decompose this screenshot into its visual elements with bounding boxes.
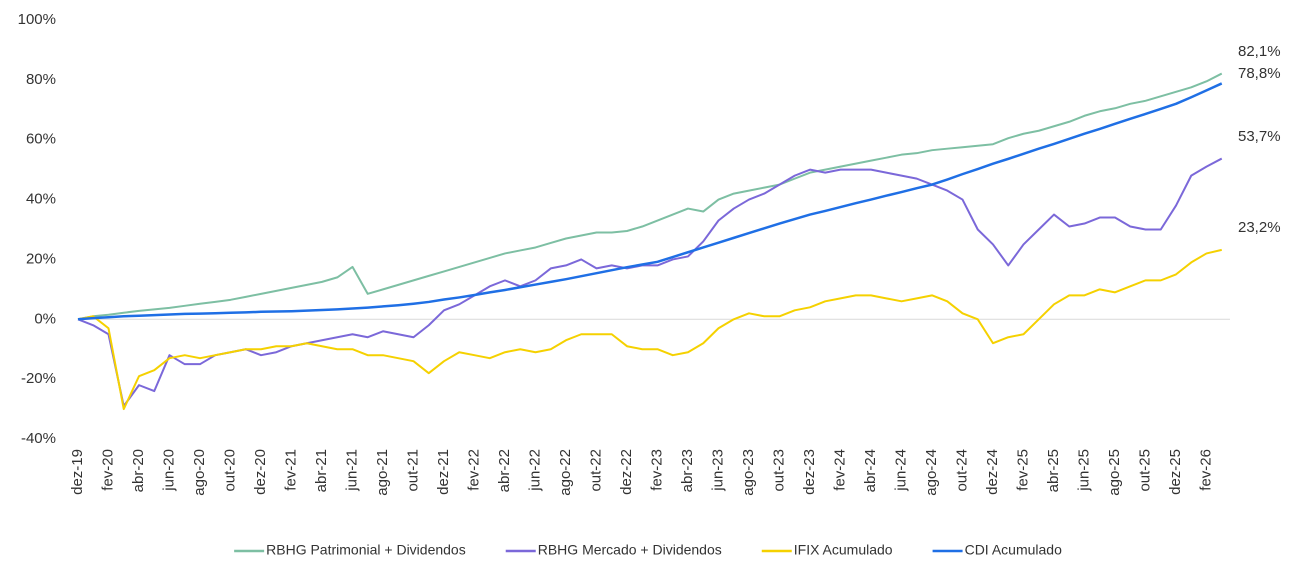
x-tick-label: dez-20 (252, 449, 269, 495)
x-tick-label: fev-24 (831, 449, 848, 491)
end-value-label: 82,1% (1238, 43, 1281, 60)
y-tick-label: 20% (26, 250, 56, 267)
x-tick-label: jun-23 (709, 449, 726, 492)
y-tick-label: -40% (21, 430, 56, 447)
series-line (77, 72, 1223, 321)
x-tick-label: ago-25 (1106, 449, 1123, 496)
x-tick-label: dez-23 (801, 449, 818, 495)
x-tick-label: ago-20 (191, 449, 208, 496)
legend-label: RBHG Mercado + Dividendos (538, 542, 722, 558)
x-tick-label: fev-25 (1014, 449, 1031, 491)
y-tick-label: 100% (18, 11, 56, 28)
series-line (77, 248, 1222, 411)
x-tick-label: abr-25 (1045, 449, 1062, 492)
x-tick-label: out-22 (587, 449, 604, 492)
x-tick-label: jun-22 (526, 449, 543, 492)
x-tick-label: jun-21 (343, 449, 360, 492)
legend-label: RBHG Patrimonial + Dividendos (266, 542, 466, 558)
x-tick-label: jun-20 (160, 449, 177, 492)
x-tick-label: ago-22 (557, 449, 574, 496)
x-tick-label: fev-20 (99, 449, 116, 491)
x-tick-label: out-23 (770, 449, 787, 492)
x-tick-label: ago-24 (923, 449, 940, 496)
legend: RBHG Patrimonial + Dividendos RBHG Mercad… (234, 542, 1062, 558)
x-tick-label: dez-19 (69, 449, 86, 495)
y-tick-label: 60% (26, 131, 56, 148)
end-value-label: 23,2% (1238, 219, 1281, 236)
x-tick-label: jun-25 (1075, 449, 1092, 492)
x-tick-label: abr-24 (862, 449, 879, 492)
x-tick-label: dez-24 (984, 449, 1001, 495)
x-tick-label: dez-21 (435, 449, 452, 495)
legend-label: IFIX Acumulado (794, 542, 893, 558)
x-tick-label: ago-21 (374, 449, 391, 496)
y-tick-label: -20% (21, 370, 56, 387)
y-tick-label: 80% (26, 71, 56, 88)
x-tick-label: fev-26 (1197, 449, 1214, 491)
x-tick-label: out-21 (404, 449, 421, 492)
x-tick-label: fev-21 (282, 449, 299, 491)
x-tick-label: out-25 (1136, 449, 1153, 492)
x-tick-label: ago-23 (740, 449, 757, 496)
x-tick-label: abr-22 (496, 449, 513, 492)
x-tick-label: abr-20 (130, 449, 147, 492)
legend-label: CDI Acumulado (965, 542, 1062, 558)
x-tick-label: out-20 (221, 449, 238, 492)
x-tick-label: dez-25 (1167, 449, 1184, 495)
x-tick-label: dez-22 (618, 449, 635, 495)
x-tick-label: abr-21 (313, 449, 330, 492)
y-tick-label: 0% (34, 310, 56, 327)
series-line (77, 157, 1223, 408)
x-tick-label: jun-24 (892, 449, 909, 492)
x-tick-label: abr-23 (679, 449, 696, 492)
x-tick-label: fev-22 (465, 449, 482, 491)
x-tick-label: fev-23 (648, 449, 665, 491)
end-value-label: 78,8% (1238, 65, 1281, 82)
y-tick-label: 40% (26, 191, 56, 208)
end-value-label: 53,7% (1238, 128, 1281, 145)
x-tick-label: out-24 (953, 449, 970, 492)
series-line (77, 82, 1223, 321)
